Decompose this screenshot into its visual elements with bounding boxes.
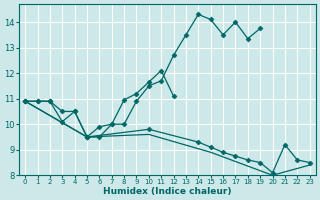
X-axis label: Humidex (Indice chaleur): Humidex (Indice chaleur) xyxy=(103,187,232,196)
